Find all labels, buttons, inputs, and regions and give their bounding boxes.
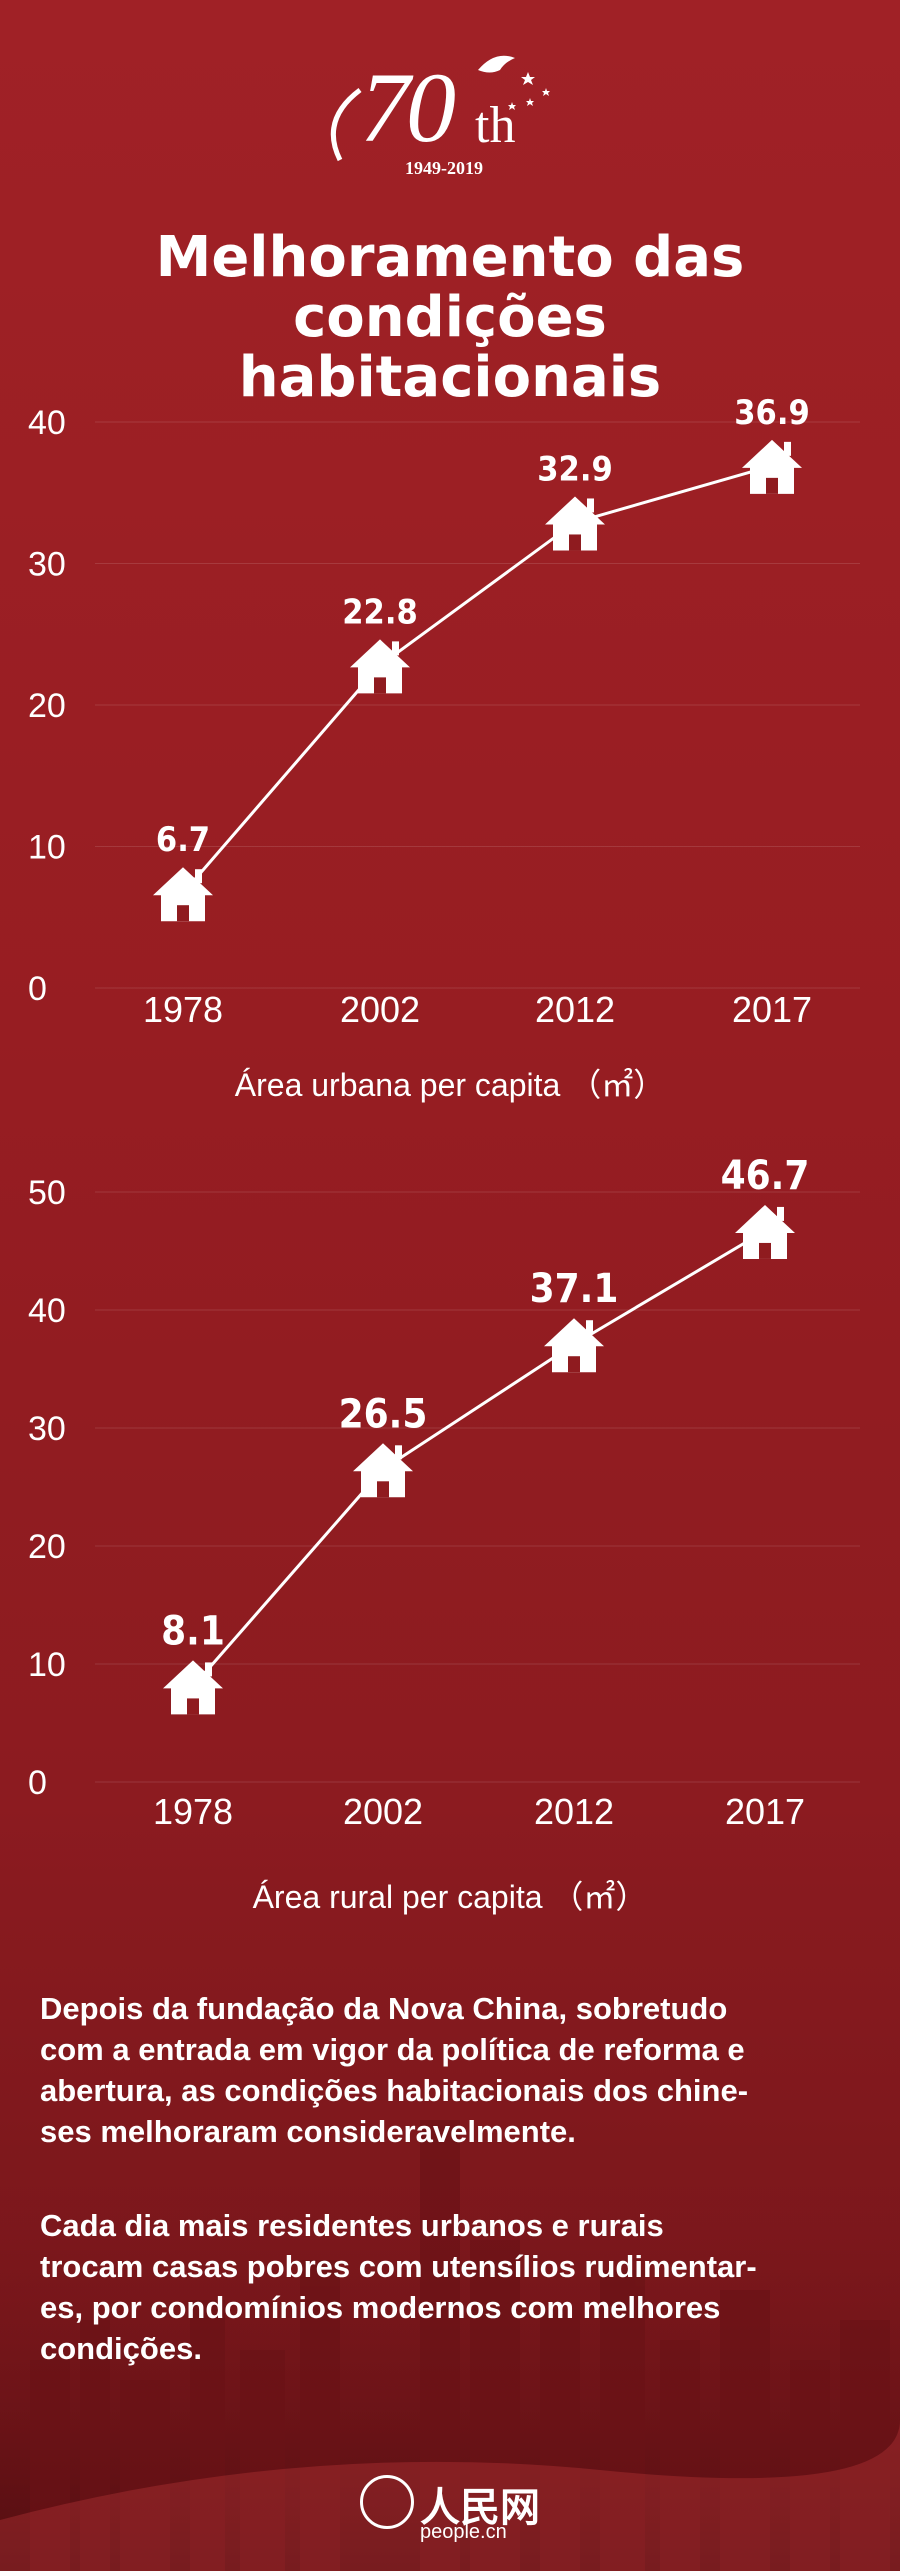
house-body (742, 439, 802, 494)
paragraph-2: Cada dia mais residentes urbanos e rurai… (40, 2205, 880, 2369)
house-body (353, 1443, 413, 1498)
house-body (545, 496, 605, 551)
house-door (177, 905, 189, 922)
logo-number: 70 (360, 52, 456, 163)
house-chimney (392, 641, 399, 656)
x-tick-label: 2002 (340, 989, 420, 1030)
house-icon (353, 1443, 413, 1498)
house-door (766, 477, 778, 494)
x-tick-label: 2017 (725, 1791, 805, 1832)
dove-stars-icon (330, 55, 550, 162)
y-tick-label: 10 (28, 1646, 66, 1684)
footer-url: people.cn (420, 2521, 507, 2543)
title-line-2: habitacionais (238, 345, 662, 410)
paragraph-line: Depois da fundação da Nova China, sobret… (40, 1991, 728, 2026)
house-chimney (195, 869, 202, 884)
people-cn-mark-icon (360, 2475, 414, 2529)
house-icon (153, 867, 213, 922)
paragraph-line: com a entrada em vigor da política de re… (40, 2032, 745, 2067)
house-chimney (395, 1445, 402, 1460)
y-tick-label: 30 (28, 546, 66, 584)
x-tick-label: 2012 (535, 989, 615, 1030)
paragraph-line: abertura, as condições habitacionais dos… (40, 2073, 749, 2108)
house-body (735, 1204, 795, 1259)
house-door (377, 1481, 389, 1498)
y-tick-label: 40 (28, 1292, 66, 1330)
house-body (153, 867, 213, 922)
title-line-1: Melhoramento das condições (155, 225, 745, 350)
y-tick-label: 10 (28, 829, 66, 867)
x-tick-label: 1978 (143, 989, 223, 1030)
data-label: 37.1 (530, 1266, 619, 1312)
y-tick-label: 20 (28, 1528, 66, 1566)
data-label: 36.9 (734, 393, 809, 433)
y-tick-label: 0 (28, 970, 47, 1008)
urban-area-chart: 0 10 20 30 40 6.7 1978 22.8 2002 32.9 2012 36.9 2017… (0, 390, 900, 1110)
data-label: 22.8 (342, 592, 417, 632)
house-icon (350, 639, 410, 694)
data-label: 26.5 (339, 1391, 428, 1437)
house-chimney (587, 498, 594, 513)
house-icon (545, 496, 605, 551)
paragraph-line: condições. (40, 2331, 202, 2366)
logo-years: 1949-2019 (405, 158, 483, 178)
x-tick-label: 1978 (153, 1791, 233, 1832)
house-body (163, 1660, 223, 1715)
house-door (568, 1356, 580, 1373)
rural-area-chart: 0 10 20 30 40 50 8.1 1978 26.5 2002 37.1 2012 46.7 20… (0, 1140, 900, 1940)
data-label: 32.9 (537, 449, 612, 489)
x-tick-label: 2012 (534, 1791, 614, 1832)
data-label: 46.7 (721, 1153, 810, 1199)
chart-xlabel: Área urbana per capita （㎡） (234, 1067, 666, 1103)
logo-suffix: th (475, 97, 516, 154)
house-chimney (586, 1320, 593, 1335)
house-door (759, 1242, 771, 1259)
footer-brand: 人民网 (420, 2484, 540, 2531)
house-icon (742, 439, 802, 494)
rural-area-chart-svg: 0 10 20 30 40 50 8.1 1978 26.5 2002 37.1 2012 46.7 20… (28, 1153, 860, 1832)
series-line (181, 464, 773, 895)
paragraph-line: Cada dia mais residentes urbanos e rurai… (40, 2208, 664, 2243)
y-tick-label: 40 (28, 404, 66, 442)
paragraph-1: Depois da fundação da Nova China, sobret… (40, 1988, 880, 2152)
urban-area-chart-svg: 0 10 20 30 40 6.7 1978 22.8 2002 32.9 2012 36.9 2017 (28, 393, 860, 1030)
y-tick-label: 50 (28, 1174, 66, 1212)
page-title: Melhoramento das condições habitacionais (0, 228, 900, 408)
y-tick-label: 0 (28, 1764, 47, 1802)
data-label: 8.1 (161, 1608, 225, 1654)
chart-xlabel: Área rural per capita （㎡） (252, 1879, 648, 1915)
house-body (350, 639, 410, 694)
house-door (569, 534, 581, 551)
series-line (191, 1229, 766, 1688)
paragraph-line: trocam casas pobres com utensílios rudim… (40, 2249, 757, 2284)
paragraph-line: ses melhoraram consideravelmente. (40, 2114, 576, 2149)
house-icon (163, 1660, 223, 1715)
y-tick-label: 30 (28, 1410, 66, 1448)
y-tick-label: 20 (28, 687, 66, 725)
house-icon (544, 1318, 604, 1373)
house-door (374, 677, 386, 694)
house-chimney (205, 1662, 212, 1677)
x-tick-label: 2002 (343, 1791, 423, 1832)
city-skyline-background (0, 2120, 900, 2571)
house-chimney (777, 1206, 784, 1221)
house-body (544, 1318, 604, 1373)
paragraph-line: es, por condomínios modernos com melhore… (40, 2290, 721, 2325)
house-chimney (784, 441, 791, 456)
people-cn-logo: 人民网 people.cn (360, 2475, 560, 2555)
data-label: 6.7 (156, 820, 210, 860)
70th-anniversary-logo: 70 th 1949-2019 (300, 40, 600, 190)
house-icon (735, 1204, 795, 1259)
house-door (187, 1698, 199, 1715)
x-tick-label: 2017 (732, 989, 812, 1030)
